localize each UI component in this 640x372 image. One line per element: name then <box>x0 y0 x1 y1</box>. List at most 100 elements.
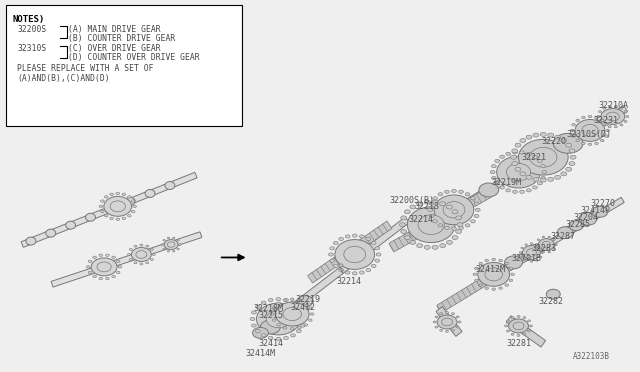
Ellipse shape <box>106 278 109 280</box>
Ellipse shape <box>511 333 514 335</box>
Ellipse shape <box>173 237 175 239</box>
Ellipse shape <box>499 287 502 289</box>
Ellipse shape <box>106 254 109 256</box>
Ellipse shape <box>110 193 113 196</box>
Ellipse shape <box>145 189 155 198</box>
Ellipse shape <box>333 241 338 244</box>
Ellipse shape <box>517 334 520 336</box>
Ellipse shape <box>520 151 524 154</box>
Ellipse shape <box>93 275 97 278</box>
Ellipse shape <box>511 155 516 159</box>
Ellipse shape <box>511 317 514 319</box>
Ellipse shape <box>582 142 585 145</box>
Ellipse shape <box>595 142 598 145</box>
Ellipse shape <box>116 271 120 274</box>
Ellipse shape <box>443 202 465 218</box>
Ellipse shape <box>276 298 281 301</box>
Ellipse shape <box>100 211 104 213</box>
Ellipse shape <box>598 121 602 122</box>
Ellipse shape <box>465 224 470 227</box>
Ellipse shape <box>478 262 509 286</box>
Text: 32287: 32287 <box>550 232 575 241</box>
Ellipse shape <box>479 262 483 265</box>
Ellipse shape <box>433 220 438 223</box>
Ellipse shape <box>526 135 532 139</box>
Ellipse shape <box>521 256 524 258</box>
Ellipse shape <box>353 272 357 275</box>
Ellipse shape <box>553 134 583 153</box>
Ellipse shape <box>297 296 313 307</box>
Ellipse shape <box>595 116 598 119</box>
Ellipse shape <box>504 256 522 269</box>
Text: 32283: 32283 <box>531 244 556 253</box>
Ellipse shape <box>569 221 583 231</box>
Text: 32221: 32221 <box>522 153 547 162</box>
Ellipse shape <box>127 215 131 217</box>
Ellipse shape <box>523 333 526 335</box>
Ellipse shape <box>513 151 517 154</box>
Ellipse shape <box>272 319 276 321</box>
Ellipse shape <box>547 289 560 299</box>
Ellipse shape <box>548 236 550 238</box>
Ellipse shape <box>432 246 438 249</box>
Ellipse shape <box>535 244 538 246</box>
Ellipse shape <box>429 202 434 205</box>
Ellipse shape <box>540 247 542 248</box>
Ellipse shape <box>538 159 542 163</box>
Ellipse shape <box>88 260 92 263</box>
Ellipse shape <box>284 336 289 340</box>
Ellipse shape <box>506 189 511 192</box>
Ellipse shape <box>131 247 151 262</box>
Ellipse shape <box>474 202 479 205</box>
Ellipse shape <box>255 330 260 333</box>
Ellipse shape <box>165 182 175 189</box>
Ellipse shape <box>452 227 456 230</box>
Ellipse shape <box>500 155 504 158</box>
Ellipse shape <box>451 329 454 331</box>
Ellipse shape <box>173 250 175 252</box>
Ellipse shape <box>527 189 531 192</box>
Text: 32231: 32231 <box>593 116 618 125</box>
Ellipse shape <box>252 324 256 327</box>
Ellipse shape <box>291 334 296 337</box>
Ellipse shape <box>456 316 459 318</box>
Ellipse shape <box>92 258 117 276</box>
Ellipse shape <box>542 251 545 253</box>
Polygon shape <box>390 106 627 250</box>
Ellipse shape <box>555 135 561 139</box>
Polygon shape <box>436 251 531 313</box>
Ellipse shape <box>569 149 575 153</box>
Ellipse shape <box>291 301 296 304</box>
Ellipse shape <box>527 152 531 155</box>
Ellipse shape <box>485 259 488 262</box>
Ellipse shape <box>520 190 524 193</box>
Ellipse shape <box>127 253 131 256</box>
Ellipse shape <box>333 264 338 267</box>
Ellipse shape <box>131 200 135 202</box>
Ellipse shape <box>553 248 556 250</box>
Ellipse shape <box>116 192 120 195</box>
Ellipse shape <box>164 240 178 250</box>
Ellipse shape <box>605 135 608 137</box>
Ellipse shape <box>428 208 433 211</box>
Ellipse shape <box>530 261 532 262</box>
Ellipse shape <box>366 269 371 272</box>
Ellipse shape <box>401 216 406 220</box>
Ellipse shape <box>134 245 137 247</box>
Ellipse shape <box>404 210 410 214</box>
Ellipse shape <box>440 329 443 331</box>
Ellipse shape <box>540 132 547 137</box>
Ellipse shape <box>122 193 125 196</box>
Ellipse shape <box>506 320 509 322</box>
Ellipse shape <box>371 241 376 244</box>
Ellipse shape <box>116 218 120 221</box>
Ellipse shape <box>548 251 550 253</box>
Ellipse shape <box>566 167 572 171</box>
Ellipse shape <box>597 116 600 118</box>
Text: 32218M: 32218M <box>253 304 284 313</box>
Polygon shape <box>51 232 202 287</box>
Ellipse shape <box>301 317 307 321</box>
Ellipse shape <box>291 328 294 330</box>
Ellipse shape <box>146 262 148 264</box>
Ellipse shape <box>475 279 478 282</box>
